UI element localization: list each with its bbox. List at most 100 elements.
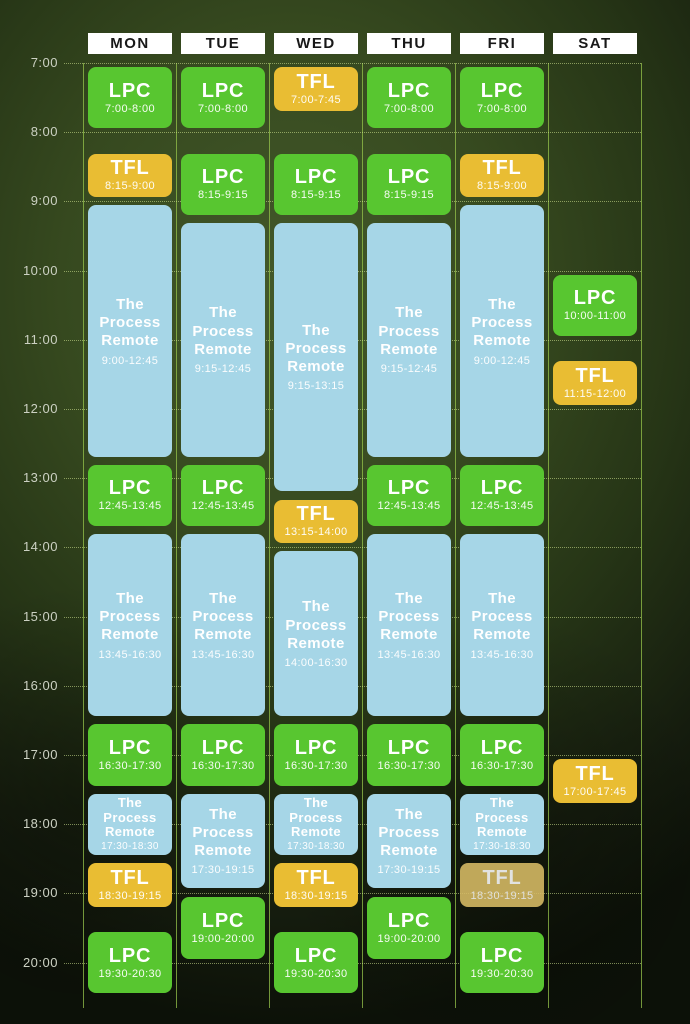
time-label-900: 9:00 xyxy=(30,193,58,209)
event-tue-remote-915: The Process Remote 9:15-12:45 xyxy=(181,222,265,457)
grid-vline xyxy=(455,63,456,1008)
event-time: 7:00-8:00 xyxy=(476,102,528,115)
event-title: The Process Remote xyxy=(475,795,529,839)
event-fri-tfl-1830: TFL 18:30-19:15 xyxy=(460,862,544,907)
event-title: The Process Remote xyxy=(378,589,440,644)
event-time: 9:00-12:45 xyxy=(101,354,159,367)
event-thu-lpc-1900: LPC 19:00-20:00 xyxy=(367,897,451,959)
event-title: The Process Remote xyxy=(99,589,161,644)
event-time: 17:00-17:45 xyxy=(563,785,627,798)
time-label-2000: 20:00 xyxy=(22,954,58,970)
time-label-700: 7:00 xyxy=(30,55,58,70)
time-label-1600: 16:00 xyxy=(22,677,58,693)
event-time: 16:30-17:30 xyxy=(377,759,441,772)
event-sat-tfl-1700: TFL 17:00-17:45 xyxy=(553,759,637,803)
event-title: LPC xyxy=(294,736,338,759)
event-time: 18:30-19:15 xyxy=(470,889,534,902)
event-mon-lpc-700: LPC 7:00-8:00 xyxy=(88,67,172,129)
event-tue-lpc-1245: LPC 12:45-13:45 xyxy=(181,464,265,527)
event-thu-lpc-700: LPC 7:00-8:00 xyxy=(367,67,451,129)
event-fri-lpc-1930: LPC 19:30-20:30 xyxy=(460,932,544,994)
event-wed-tfl-1315: TFL 13:15-14:00 xyxy=(274,499,358,544)
time-label-1200: 12:00 xyxy=(22,401,58,416)
event-tue-lpc-1900: LPC 19:00-20:00 xyxy=(181,897,265,959)
event-time: 7:00-8:00 xyxy=(104,102,156,115)
event-title: LPC xyxy=(387,477,431,500)
event-title: LPC xyxy=(108,736,152,759)
event-wed-remote-915: The Process Remote 9:15-13:15 xyxy=(274,222,358,492)
event-tue-lpc-815: LPC 8:15-9:15 xyxy=(181,153,265,215)
time-label-1100: 11:00 xyxy=(23,331,58,347)
event-time: 16:30-17:30 xyxy=(284,759,348,772)
event-title: LPC xyxy=(387,166,431,189)
event-title: The Process Remote xyxy=(99,295,161,350)
event-time: 19:30-20:30 xyxy=(98,967,162,980)
event-wed-tfl-1830: TFL 18:30-19:15 xyxy=(274,862,358,907)
event-time: 8:15-9:00 xyxy=(104,180,156,193)
event-title: TFL xyxy=(110,157,150,180)
event-wed-remote-1400: The Process Remote 14:00-16:30 xyxy=(274,551,358,717)
time-label-1800: 18:00 xyxy=(22,816,58,832)
event-title: LPC xyxy=(480,477,524,500)
event-title: The Process Remote xyxy=(103,795,157,839)
event-time: 17:30-18:30 xyxy=(473,841,531,853)
event-time: 9:00-12:45 xyxy=(473,354,531,367)
event-title: LPC xyxy=(480,736,524,759)
event-title: LPC xyxy=(480,79,524,102)
event-title: LPC xyxy=(387,79,431,102)
event-title: The Process Remote xyxy=(378,805,440,860)
event-title: LPC xyxy=(201,79,245,102)
event-thu-remote-1730: The Process Remote 17:30-19:15 xyxy=(367,793,451,889)
event-fri-remote-900: The Process Remote 9:00-12:45 xyxy=(460,205,544,457)
event-fri-tfl-815: TFL 8:15-9:00 xyxy=(460,153,544,198)
event-time: 11:15-12:00 xyxy=(563,387,627,400)
event-title: LPC xyxy=(201,477,245,500)
event-mon-lpc-1630: LPC 16:30-17:30 xyxy=(88,724,172,786)
event-title: The Process Remote xyxy=(471,295,533,350)
event-time: 19:00-20:00 xyxy=(191,932,255,945)
event-title: The Process Remote xyxy=(192,805,254,860)
event-tue-lpc-700: LPC 7:00-8:00 xyxy=(181,67,265,129)
event-time: 8:15-9:15 xyxy=(197,189,249,202)
grid-hline xyxy=(64,547,641,549)
event-title: LPC xyxy=(201,736,245,759)
event-title: LPC xyxy=(108,944,152,967)
event-mon-lpc-1245: LPC 12:45-13:45 xyxy=(88,464,172,527)
event-title: TFL xyxy=(575,762,615,785)
event-title: LPC xyxy=(573,287,617,310)
event-wed-lpc-1630: LPC 16:30-17:30 xyxy=(274,724,358,786)
event-title: TFL xyxy=(110,866,150,889)
event-title: TFL xyxy=(482,866,522,889)
event-title: LPC xyxy=(201,909,245,932)
event-title: LPC xyxy=(294,944,338,967)
event-wed-remote-1730: The Process Remote 17:30-18:30 xyxy=(274,793,358,855)
event-time: 12:45-13:45 xyxy=(470,500,534,513)
event-time: 19:30-20:30 xyxy=(470,967,534,980)
event-title: LPC xyxy=(108,79,152,102)
event-thu-remote-915: The Process Remote 9:15-12:45 xyxy=(367,222,451,457)
event-time: 7:00-8:00 xyxy=(197,102,249,115)
event-title: LPC xyxy=(480,944,524,967)
event-title: The Process Remote xyxy=(285,598,347,652)
event-mon-remote-1345: The Process Remote 13:45-16:30 xyxy=(88,534,172,717)
event-time: 19:30-20:30 xyxy=(284,967,348,980)
event-tue-remote-1730: The Process Remote 17:30-19:15 xyxy=(181,793,265,889)
event-fri-remote-1345: The Process Remote 13:45-16:30 xyxy=(460,534,544,717)
event-time: 7:00-8:00 xyxy=(383,102,435,115)
event-time: 18:30-19:15 xyxy=(284,889,348,902)
event-time: 13:45-16:30 xyxy=(377,648,441,661)
event-time: 10:00-11:00 xyxy=(563,310,627,323)
event-time: 8:15-9:15 xyxy=(290,189,342,202)
event-time: 18:30-19:15 xyxy=(98,889,162,902)
event-time: 9:15-12:45 xyxy=(380,363,438,376)
grid-vline xyxy=(641,63,642,1008)
event-time: 19:00-20:00 xyxy=(377,932,441,945)
event-sat-lpc-1000: LPC 10:00-11:00 xyxy=(553,274,637,336)
grid-vline xyxy=(83,63,84,1008)
event-time: 16:30-17:30 xyxy=(98,759,162,772)
event-time: 12:45-13:45 xyxy=(377,500,441,513)
grid-vline xyxy=(269,63,270,1008)
day-header-mon: MON xyxy=(88,33,172,54)
event-mon-lpc-1930: LPC 19:30-20:30 xyxy=(88,932,172,994)
event-title: TFL xyxy=(296,866,336,889)
